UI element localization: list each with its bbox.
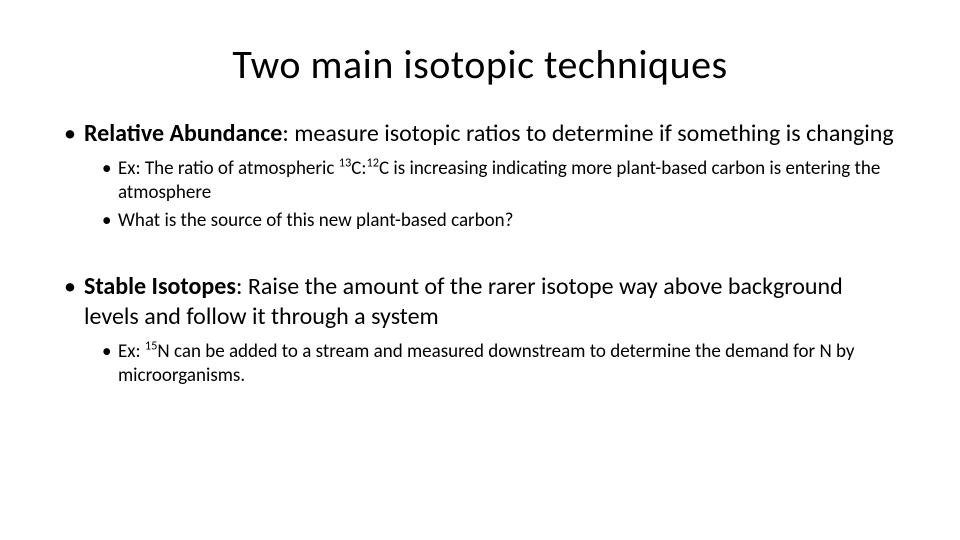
section-gap <box>60 236 900 272</box>
sub-bullet: Ex: 15N can be added to a stream and mea… <box>60 340 900 388</box>
sub-bullet: What is the source of this new plant-bas… <box>60 209 900 233</box>
superscript: 15 <box>145 339 158 354</box>
bullet-list: Relative Abundance: measure isotopic rat… <box>60 119 900 388</box>
sub-bullet: Ex: The ratio of atmospheric 13C:12C is … <box>60 157 900 205</box>
heading-bold: Stable Isotopes <box>84 272 236 301</box>
sub-text-mid: N can be added to a stream and measured … <box>118 340 855 387</box>
superscript: 12 <box>366 156 379 171</box>
bullet-relative-abundance: Relative Abundance: measure isotopic rat… <box>60 119 900 149</box>
sub-text-prefix: Ex: <box>118 340 145 363</box>
slide-title: Two main isotopic techniques <box>60 40 900 89</box>
heading-rest: : measure isotopic ratios to determine i… <box>282 119 893 148</box>
sub-text-mid: C: <box>351 157 366 180</box>
bullet-stable-isotopes: Stable Isotopes: Raise the amount of the… <box>60 272 900 332</box>
superscript: 13 <box>339 156 352 171</box>
heading-bold: Relative Abundance <box>84 119 282 148</box>
sub-text: What is the source of this new plant-bas… <box>118 209 513 232</box>
sub-text-prefix: Ex: The ratio of atmospheric <box>118 157 339 180</box>
